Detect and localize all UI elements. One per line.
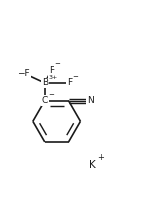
- Text: +: +: [97, 153, 104, 162]
- Text: −: −: [54, 61, 60, 67]
- Text: C: C: [42, 96, 48, 105]
- Text: −: −: [73, 74, 78, 80]
- Text: −: −: [48, 92, 54, 98]
- Text: N: N: [87, 96, 94, 105]
- Text: −F: −F: [17, 69, 30, 78]
- Text: F: F: [49, 66, 54, 75]
- Text: 3+: 3+: [48, 75, 57, 80]
- Text: F: F: [67, 78, 72, 87]
- Text: B: B: [42, 78, 48, 87]
- Text: K: K: [89, 161, 96, 171]
